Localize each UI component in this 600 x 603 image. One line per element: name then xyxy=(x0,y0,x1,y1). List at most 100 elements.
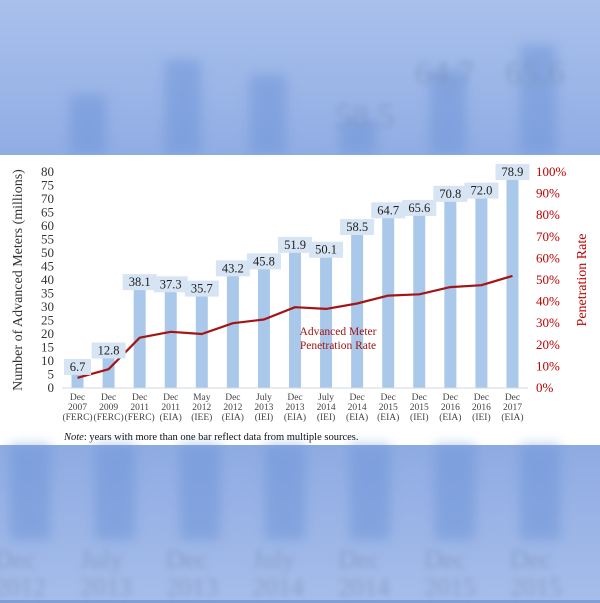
y-tick-label: 45 xyxy=(41,259,54,274)
x-tick-label: (IEI) xyxy=(255,412,273,423)
x-tick-label: Dec xyxy=(70,393,85,403)
chart-panel: 0 5 10 15 20 25 30 35 40 45 50 55 60 65 70 75 80 0% 10% 20%… xyxy=(0,155,600,445)
blurred-background-top: 58.5 64.7 65.6 xyxy=(0,0,600,155)
y-tick-label: 15 xyxy=(41,340,54,355)
y-tick-label: 60 xyxy=(41,218,54,233)
x-tick-label: (IEE) xyxy=(191,412,212,423)
blurred-axis-label: Dec xyxy=(510,545,552,574)
bar xyxy=(382,213,395,388)
data-label-box xyxy=(371,202,406,219)
data-label: 6.7 xyxy=(70,360,86,374)
data-label-box xyxy=(433,185,468,202)
blurred-axis-label: Dec xyxy=(424,545,466,574)
blurred-axis-label: July xyxy=(80,545,124,574)
x-tick-label: 2013 xyxy=(254,403,273,413)
y-tick-label: 50 xyxy=(41,245,54,260)
bar xyxy=(475,193,488,388)
bar xyxy=(257,264,270,388)
x-tick-label: 2015 xyxy=(410,403,429,413)
x-tick-label: 2013 xyxy=(286,403,305,413)
blurred-axis-label: 2013 xyxy=(80,573,132,602)
data-label-box xyxy=(495,163,530,180)
x-tick-label: Dec xyxy=(474,393,489,403)
blurred-axis-label: 2012 xyxy=(0,573,46,602)
x-tick-label: Dec xyxy=(412,393,427,403)
data-label: 64.7 xyxy=(377,203,399,217)
y-axis-title: Number of Advanced Meters (millions) xyxy=(11,169,26,391)
note-text: : years with more than one bar reflect d… xyxy=(84,432,359,443)
y2-axis-title: Penetration Rate xyxy=(575,234,590,327)
data-label: 38.1 xyxy=(129,275,151,289)
data-label-box xyxy=(246,253,281,270)
y-tick-label: 75 xyxy=(41,178,54,193)
x-tick-label: 2012 xyxy=(223,403,242,413)
x-tick-label: July xyxy=(256,393,272,403)
x-tick-label: (IEI) xyxy=(472,412,490,423)
x-tick-label: 2016 xyxy=(472,403,491,413)
bar xyxy=(289,247,301,388)
x-tick-label: (EIA) xyxy=(222,412,244,423)
y-tick-label: 25 xyxy=(41,313,54,328)
data-label: 65.6 xyxy=(408,201,430,215)
data-label-box xyxy=(64,358,92,375)
data-label-box xyxy=(340,219,375,236)
y-tick-label: 10 xyxy=(41,353,54,368)
x-tick-label: (FERC) xyxy=(94,412,124,423)
blurred-axis-label: Dec xyxy=(0,545,36,574)
blurred-axis-label: July xyxy=(252,545,296,574)
y-tick-label: 80 xyxy=(41,164,54,179)
y-tick-label: 20 xyxy=(41,326,54,341)
bar xyxy=(506,174,519,388)
blurred-axis-label: Dec xyxy=(166,545,208,574)
blurred-axis-label: 2015 xyxy=(510,573,562,602)
x-tick-label: Dec xyxy=(225,393,240,403)
y-tick-label: 0 xyxy=(48,380,55,395)
blurred-background-bottom: Dec 2012 July 2013 Dec 2013 July 2014 Dec 2014 Dec… xyxy=(0,445,600,602)
data-label: 58.5 xyxy=(346,220,368,234)
x-tick-label: Dec xyxy=(349,393,364,403)
y2-tick-label: 80% xyxy=(536,207,560,222)
data-label: 43.2 xyxy=(222,261,244,275)
data-label: 37.3 xyxy=(160,277,182,291)
chart-note: Note: years with more than one bar refle… xyxy=(63,432,359,443)
x-tick-label: Dec xyxy=(287,393,302,403)
y2-tick-label: 40% xyxy=(536,294,560,309)
x-tick-label: (EIA) xyxy=(284,412,306,423)
x-tick-label: 2009 xyxy=(99,403,118,413)
blurred-axis-label: Dec xyxy=(338,545,380,574)
y-tick-label: 5 xyxy=(48,367,55,382)
y2-tick-label: 20% xyxy=(536,337,560,352)
data-label-box xyxy=(91,342,126,359)
data-label-box xyxy=(153,276,188,293)
data-label-box xyxy=(122,274,157,291)
data-label-box xyxy=(184,280,219,297)
x-tick-label: 2014 xyxy=(317,403,336,413)
blurred-axis-label: 2014 xyxy=(338,573,390,602)
y2-tick-label: 60% xyxy=(536,250,560,265)
x-tick-label: 2012 xyxy=(192,403,211,413)
x-tick-label: (EIA) xyxy=(501,412,523,423)
data-label: 12.8 xyxy=(98,343,120,357)
y2-tick-label: 30% xyxy=(536,315,560,330)
y-tick-label: 30 xyxy=(41,299,54,314)
line-annotation: Advanced Meter xyxy=(300,326,377,338)
data-label: 72.0 xyxy=(470,184,492,198)
x-tick-label: (EIA) xyxy=(439,412,461,423)
bar xyxy=(413,210,426,388)
x-tick-label: Dec xyxy=(101,393,116,403)
bar xyxy=(444,196,457,388)
note-prefix: Note xyxy=(63,432,84,443)
penetration-line xyxy=(77,274,513,379)
x-tick-label: (EIA) xyxy=(346,412,368,423)
blurred-axis-label: 2015 xyxy=(424,573,476,602)
x-tick-label: (FERC) xyxy=(125,412,155,423)
data-label-box xyxy=(215,260,250,277)
bar xyxy=(102,353,115,388)
x-tick-label: Dec xyxy=(132,393,147,403)
x-tick-label: (FERC) xyxy=(62,412,92,423)
bar xyxy=(133,285,146,388)
x-tick-label: 2017 xyxy=(503,403,522,413)
bar xyxy=(226,271,239,388)
x-tick-label: Dec xyxy=(505,393,520,403)
x-tick-label: Dec xyxy=(381,393,396,403)
